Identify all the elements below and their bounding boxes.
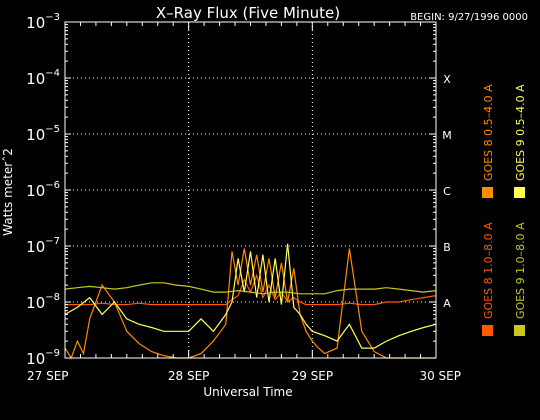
legend: GOES 8 1.0–8.0 A GOES 8 0.5–4.0 A GOES 9 0… bbox=[482, 84, 527, 336]
y-tick-label: 10−6 bbox=[26, 180, 60, 200]
series-line-0 bbox=[65, 273, 437, 306]
begin-label: BEGIN: 9/27/1996 0000 bbox=[410, 12, 528, 23]
flare-class-m: M bbox=[442, 129, 452, 142]
flare-class-labels: A B C M X bbox=[442, 73, 452, 310]
x-axis-ticks: 27 SEP 28 SEP 29 SEP 30 SEP bbox=[27, 22, 461, 383]
series-line-1 bbox=[64, 248, 436, 360]
y-tick-label: 10−8 bbox=[26, 292, 60, 312]
legend-goes9-1-8-swatch bbox=[514, 325, 525, 336]
x-axis-label: Universal Time bbox=[203, 385, 292, 399]
y-tick-label: 10−5 bbox=[26, 124, 60, 144]
series-lines bbox=[64, 243, 437, 360]
legend-goes8-1-8-label: GOES 8 1.0–8.0 A bbox=[482, 222, 495, 319]
flare-class-x: X bbox=[443, 73, 451, 86]
x-tick-label: 29 SEP bbox=[292, 369, 334, 383]
x-tick-label: 28 SEP bbox=[168, 369, 210, 383]
x-tick-label: 27 SEP bbox=[27, 369, 69, 383]
legend-goes8-05-4-swatch bbox=[482, 187, 493, 198]
legend-goes9-05-4-label: GOES 9 0.5–4.0 A bbox=[514, 84, 527, 181]
legend-goes9-1-8-label: GOES 9 1.0–8.0 A bbox=[514, 222, 527, 319]
x-tick-label: 30 SEP bbox=[419, 369, 461, 383]
series-line-3 bbox=[64, 282, 437, 295]
flare-class-c: C bbox=[443, 185, 451, 198]
y-axis-ticks: 10−9 10−8 10−7 10−6 10−5 10−4 10−3 bbox=[26, 12, 436, 368]
y-axis-label: Watts meterˆ2 bbox=[1, 148, 15, 236]
flare-class-a: A bbox=[443, 297, 451, 310]
plot-frame bbox=[64, 21, 437, 359]
legend-goes8-1-8-swatch bbox=[482, 325, 493, 336]
y-tick-label: 10−7 bbox=[26, 236, 60, 256]
chart-title: X–Ray Flux (Five Minute) bbox=[156, 4, 340, 22]
y-tick-label: 10−3 bbox=[26, 12, 60, 32]
y-tick-label: 10−9 bbox=[26, 348, 60, 368]
y-tick-label: 10−4 bbox=[26, 68, 60, 88]
grid-lines bbox=[65, 22, 436, 358]
legend-goes8-05-4-label: GOES 8 0.5–4.0 A bbox=[482, 84, 495, 181]
legend-goes9-05-4-swatch bbox=[514, 187, 525, 198]
flare-class-b: B bbox=[443, 241, 451, 254]
series-line-2 bbox=[64, 243, 437, 349]
